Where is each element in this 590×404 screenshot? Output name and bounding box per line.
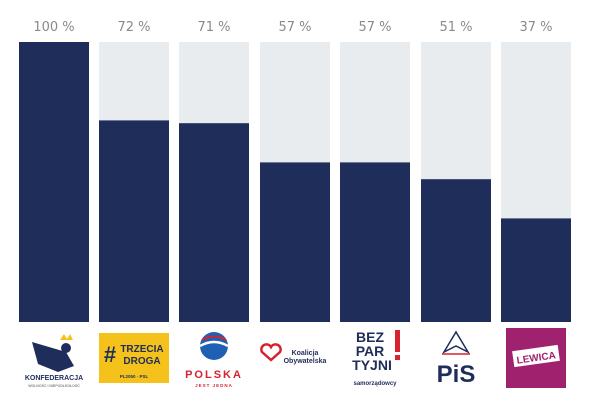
bar <box>260 162 330 322</box>
bar <box>19 42 89 322</box>
logo-text: PAR <box>356 343 385 359</box>
pis-logo: PiS <box>437 330 476 388</box>
bar <box>501 218 571 322</box>
heart-icon <box>260 343 282 362</box>
logo-text: KONFEDERACJA <box>25 375 83 382</box>
eagle-icon <box>442 330 470 355</box>
logo-text: TRZECIA <box>120 344 163 355</box>
bar <box>179 123 249 322</box>
value-label: 37 % <box>519 20 552 35</box>
logo-text: JEST JEDNA <box>195 383 233 388</box>
bar <box>99 120 169 323</box>
logo-text: TYJNI <box>352 357 392 373</box>
exclamation-icon <box>395 330 400 360</box>
value-label: 72 % <box>117 20 150 35</box>
polska-2050-logo: POLSKA JEST JEDNA <box>185 332 243 388</box>
globe-icon <box>199 332 229 360</box>
logo-text: DROGA <box>123 356 160 367</box>
eagle-crown-icon <box>32 334 74 372</box>
value-label: 51 % <box>439 20 472 35</box>
logo-text: PL2050 · PSL <box>120 374 149 379</box>
logo-text: BEZ <box>356 329 384 345</box>
logo-text: LEWICA <box>516 350 557 366</box>
value-label: 57 % <box>358 20 391 35</box>
value-label: 71 % <box>197 20 230 35</box>
hash-icon: # <box>104 342 116 367</box>
logo-text: Koalicja <box>292 350 319 357</box>
bar <box>340 162 410 322</box>
value-label: 57 % <box>278 20 311 35</box>
logo-text: samorządowcy <box>353 381 397 387</box>
logo-text: POLSKA <box>185 369 243 381</box>
value-label: 100 % <box>33 20 74 35</box>
lewica-logo: LEWICA <box>506 328 566 388</box>
logo-text: PiS <box>437 361 476 388</box>
logo-text: WOLNOŚĆ I NIEPODLEGŁOŚĆ <box>28 383 80 388</box>
lewica-label-box <box>512 344 560 368</box>
bar <box>421 179 491 322</box>
logo-background <box>99 333 169 383</box>
logo-text: Obywatelska <box>284 358 327 365</box>
